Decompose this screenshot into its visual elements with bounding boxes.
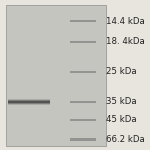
Bar xyxy=(8,99,50,101)
Bar xyxy=(8,100,50,102)
Bar xyxy=(70,119,96,121)
Text: 18. 4kDa: 18. 4kDa xyxy=(106,38,144,46)
Bar xyxy=(8,103,50,105)
Text: 66.2 kDa: 66.2 kDa xyxy=(106,135,144,144)
Bar xyxy=(8,101,50,103)
Bar xyxy=(70,41,96,43)
Bar xyxy=(70,20,96,22)
Text: 14.4 kDa: 14.4 kDa xyxy=(106,16,144,26)
Text: 25 kDa: 25 kDa xyxy=(106,68,136,76)
Text: 45 kDa: 45 kDa xyxy=(106,116,136,124)
Bar xyxy=(6,4,106,146)
Bar xyxy=(8,102,50,104)
Bar xyxy=(70,101,96,103)
Text: 35 kDa: 35 kDa xyxy=(106,98,136,106)
Bar xyxy=(70,138,96,141)
Bar xyxy=(70,71,96,73)
